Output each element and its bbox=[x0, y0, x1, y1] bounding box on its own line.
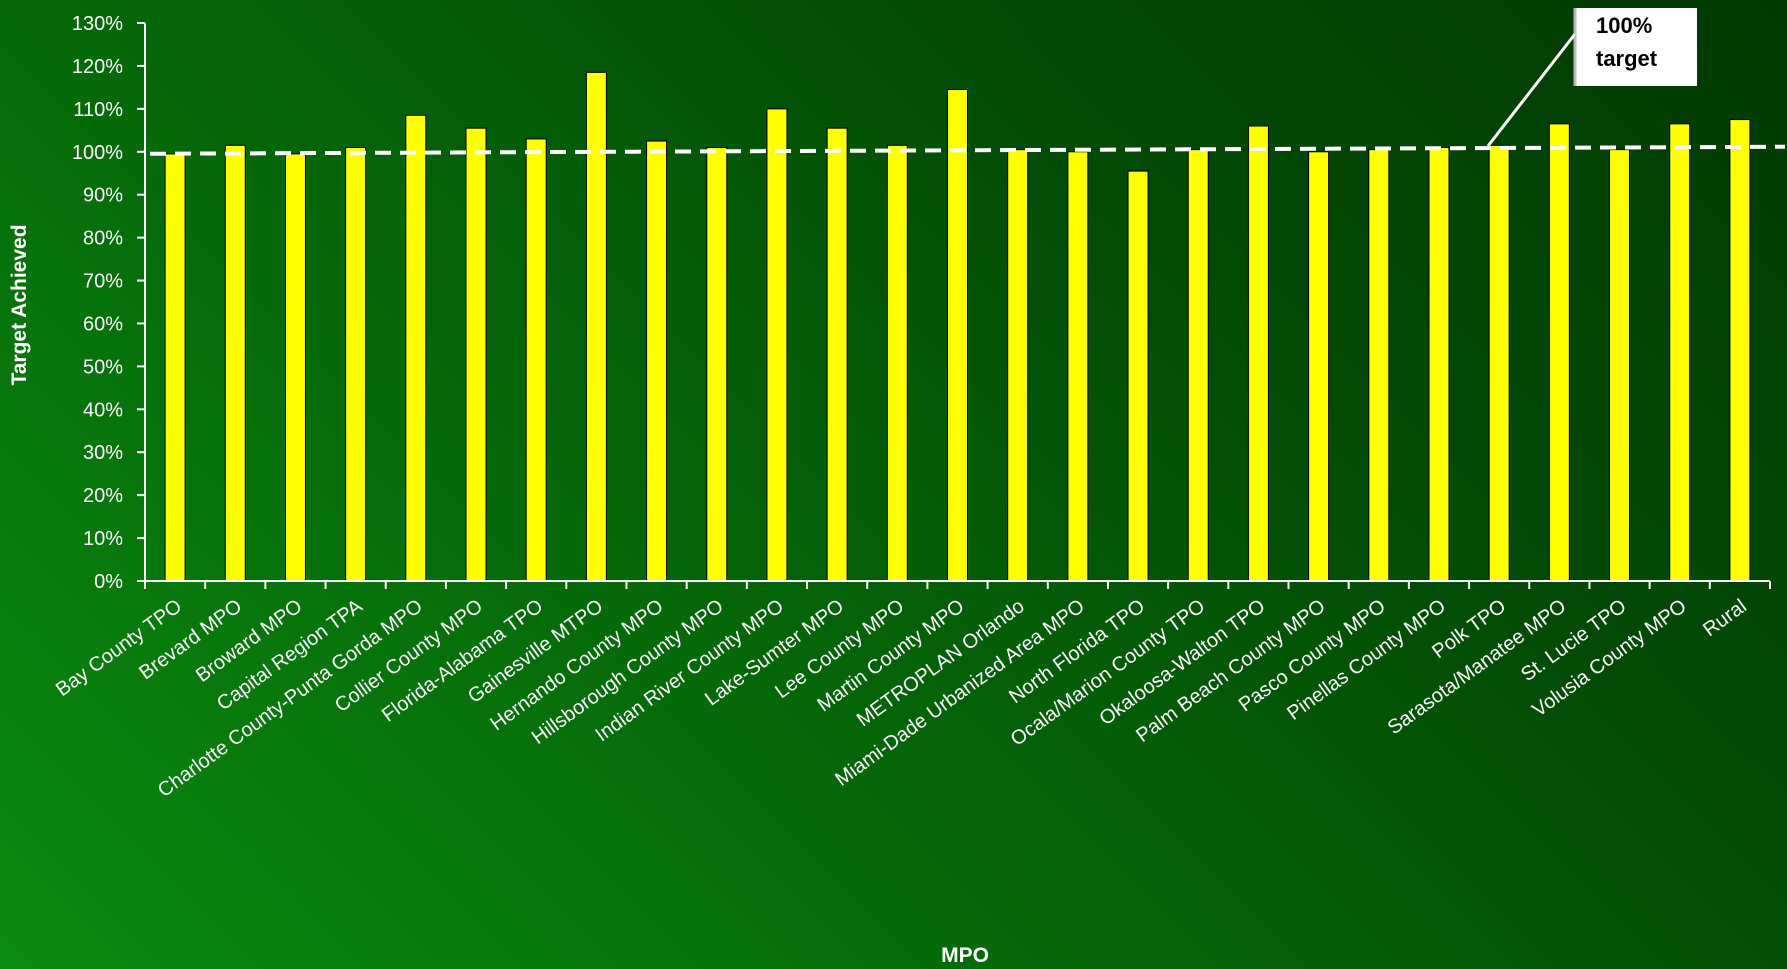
x-tick-label: Rural bbox=[1699, 595, 1751, 641]
target-line-group bbox=[149, 144, 1786, 156]
y-tick-label: 80% bbox=[83, 228, 123, 250]
bar bbox=[164, 153, 186, 582]
y-tick-label: 70% bbox=[83, 271, 123, 293]
x-axis-title: MPO bbox=[941, 944, 989, 967]
bar bbox=[1308, 151, 1330, 582]
bar bbox=[1187, 149, 1209, 582]
y-axis-title: Target Achieved bbox=[8, 224, 31, 385]
x-axis bbox=[144, 580, 1771, 589]
bar bbox=[646, 140, 668, 582]
target-callout-line1: 100% bbox=[1596, 13, 1652, 38]
bar bbox=[465, 127, 487, 582]
y-tick-label: 40% bbox=[83, 399, 123, 421]
bar bbox=[345, 146, 367, 582]
y-tick-label: 90% bbox=[83, 185, 123, 207]
bar bbox=[1247, 125, 1269, 582]
y-tick-label: 20% bbox=[83, 485, 123, 507]
bar bbox=[1548, 123, 1570, 582]
target-line bbox=[149, 144, 1786, 156]
target-callout-box bbox=[1575, 8, 1697, 86]
bar bbox=[1488, 144, 1510, 582]
bar bbox=[405, 114, 427, 582]
bar bbox=[1007, 149, 1029, 582]
target-callout-line2: target bbox=[1596, 46, 1658, 71]
bar bbox=[1609, 149, 1631, 582]
bar bbox=[1067, 151, 1089, 582]
bar bbox=[585, 71, 607, 582]
y-tick-label: 50% bbox=[83, 356, 123, 378]
y-tick-label: 100% bbox=[72, 142, 123, 164]
bar bbox=[1669, 123, 1691, 582]
y-tick-label: 130% bbox=[72, 13, 123, 35]
bar bbox=[766, 108, 788, 582]
y-tick-label: 60% bbox=[83, 313, 123, 335]
y-axis-ticks: 0% 10% 20% 30% 40% 50% 60% 70% 80% 90% 100% 110% 120… bbox=[72, 13, 146, 593]
bar bbox=[1729, 119, 1751, 582]
bar bbox=[947, 89, 968, 582]
y-tick-label: 120% bbox=[72, 56, 123, 78]
y-tick-label: 0% bbox=[94, 571, 123, 593]
x-tick-label: Brevard MPO bbox=[135, 595, 246, 684]
y-tick-label: 110% bbox=[73, 99, 123, 121]
target-callout-leader bbox=[1486, 33, 1577, 147]
bar bbox=[886, 144, 908, 582]
bar bbox=[1127, 170, 1149, 582]
bars bbox=[164, 71, 1751, 582]
y-tick-label: 10% bbox=[83, 528, 123, 550]
target-callout: 100% target bbox=[1486, 8, 1697, 147]
bar bbox=[1428, 146, 1450, 582]
bar bbox=[1368, 149, 1390, 582]
bar bbox=[525, 138, 547, 582]
bar bbox=[224, 144, 246, 582]
bar bbox=[826, 127, 848, 582]
bar bbox=[706, 146, 728, 582]
y-tick-label: 30% bbox=[83, 442, 123, 464]
bar bbox=[284, 153, 306, 582]
